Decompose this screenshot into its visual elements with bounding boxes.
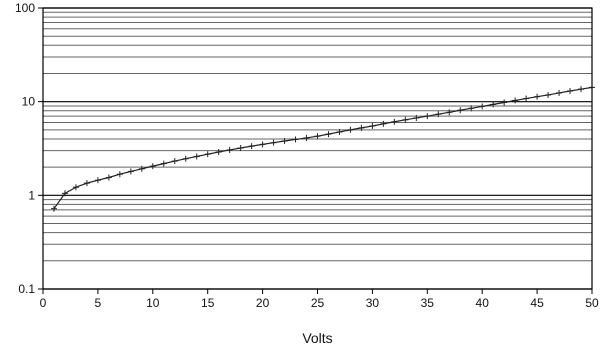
x-tick-label: 10 xyxy=(146,296,160,310)
data-point-marker xyxy=(479,103,486,110)
data-point-marker xyxy=(237,145,244,152)
data-point-marker xyxy=(523,95,530,102)
data-point-marker xyxy=(94,177,101,184)
grid-layer xyxy=(43,7,592,290)
data-point-marker xyxy=(435,111,442,118)
data-point-marker xyxy=(171,158,178,165)
data-point-marker xyxy=(545,91,552,98)
y-tick-label: 10 xyxy=(22,95,36,109)
data-point-marker xyxy=(457,107,464,114)
y-tick-label: 100 xyxy=(15,1,35,15)
data-point-marker xyxy=(413,114,420,121)
data-point-marker xyxy=(193,153,200,160)
y-tick-label: 1 xyxy=(28,188,35,202)
plot-frame xyxy=(42,7,593,290)
y-tick-label: 0.1 xyxy=(18,282,35,296)
axes-layer xyxy=(38,7,593,294)
data-point-marker xyxy=(336,128,343,135)
x-tick-label: 30 xyxy=(366,296,380,310)
data-point-marker xyxy=(446,109,453,116)
x-tick-label: 5 xyxy=(95,296,102,310)
x-tick-label: 20 xyxy=(256,296,270,310)
x-tick-label: 45 xyxy=(530,296,544,310)
data-point-marker xyxy=(468,105,475,112)
data-point-marker xyxy=(424,113,431,120)
data-point-marker xyxy=(50,205,57,212)
x-tick-label: 50 xyxy=(585,296,599,310)
data-point-marker xyxy=(501,99,508,106)
data-point-marker xyxy=(567,87,574,94)
x-tick-label: 15 xyxy=(201,296,215,310)
data-point-marker xyxy=(325,131,332,138)
series-layer xyxy=(50,84,595,212)
data-point-marker xyxy=(270,139,277,146)
data-point-marker xyxy=(259,141,266,148)
x-tick-label: 25 xyxy=(311,296,325,310)
x-tick-label: 40 xyxy=(476,296,490,310)
x-axis-title: Volts xyxy=(302,330,332,346)
x-tick-label: 35 xyxy=(421,296,435,310)
data-point-marker xyxy=(534,93,541,100)
data-point-marker xyxy=(182,155,189,162)
data-point-marker xyxy=(226,146,233,153)
data-point-marker xyxy=(127,168,134,175)
data-point-marker xyxy=(61,190,68,197)
data-point-marker xyxy=(556,89,563,96)
data-point-marker xyxy=(578,86,585,93)
labels-layer: 0 5 10 15 20 25 30 35 40 45 50 0.1 1 10 100 Volts xyxy=(15,1,599,346)
data-point-marker xyxy=(314,133,321,140)
data-point-marker xyxy=(72,184,79,191)
data-point-marker xyxy=(248,143,255,150)
x-tick-label: 0 xyxy=(40,296,47,310)
data-point-marker xyxy=(347,126,354,133)
data-point-marker xyxy=(391,118,398,125)
data-point-marker xyxy=(281,138,288,145)
data-point-marker xyxy=(490,101,497,108)
data-point-marker xyxy=(369,122,376,129)
data-point-marker xyxy=(358,124,365,131)
data-point-marker xyxy=(83,180,90,187)
data-point-marker xyxy=(138,165,145,172)
data-point-marker xyxy=(402,116,409,123)
data-point-marker xyxy=(149,163,156,170)
data-point-marker xyxy=(303,134,310,141)
data-point-marker xyxy=(160,160,167,167)
data-point-marker xyxy=(215,149,222,156)
data-point-marker xyxy=(116,171,123,178)
data-point-marker xyxy=(292,136,299,143)
data-point-marker xyxy=(204,151,211,158)
data-point-marker xyxy=(512,97,519,104)
data-point-marker xyxy=(105,174,112,181)
data-point-marker xyxy=(380,120,387,127)
